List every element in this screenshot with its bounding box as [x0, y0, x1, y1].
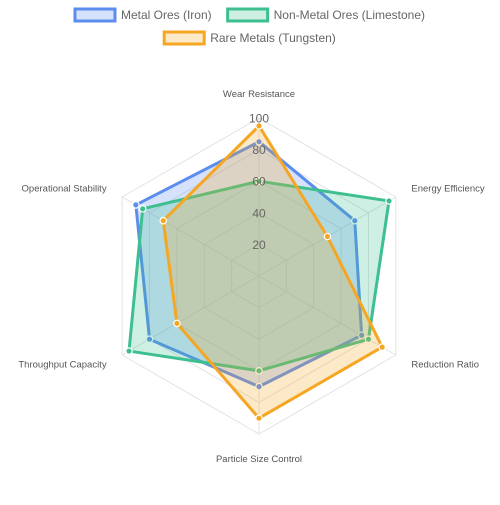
axis-label: Energy Efficiency — [411, 184, 484, 195]
data-point[interactable] — [323, 232, 332, 241]
tick-label: 80 — [252, 143, 266, 157]
legend-label: Rare Metals (Tungsten) — [210, 31, 336, 45]
legend-item[interactable]: Metal Ores (Iron) — [73, 7, 212, 23]
axis-label: Wear Resistance — [223, 89, 295, 100]
data-point[interactable] — [350, 216, 359, 225]
data-point[interactable] — [255, 366, 263, 375]
data-point[interactable] — [255, 122, 263, 130]
data-point[interactable] — [159, 216, 168, 225]
legend-item[interactable]: Non-Metal Ores (Limestone) — [226, 7, 425, 23]
data-point[interactable] — [138, 205, 147, 213]
data-point[interactable] — [255, 414, 263, 423]
data-point[interactable] — [145, 335, 154, 344]
data-point[interactable] — [173, 319, 181, 328]
tick-label: 100 — [249, 112, 269, 126]
data-point[interactable] — [255, 137, 263, 146]
legend-swatch — [73, 7, 117, 23]
data-point[interactable] — [364, 335, 373, 344]
axis-label: Reduction Ratio — [411, 360, 479, 371]
axis-label: Particle Size Control — [216, 454, 302, 465]
series-layer — [125, 122, 393, 423]
tick-label: 40 — [252, 206, 266, 220]
tick-label: 20 — [252, 238, 266, 252]
grid-spoke — [121, 275, 260, 356]
legend-item[interactable]: Rare Metals (Tungsten) — [162, 30, 336, 46]
axis-labels: Wear Resistance Energy Efficiency Reductio… — [18, 89, 485, 465]
data-point[interactable] — [132, 201, 140, 209]
axis-label: Operational Stability — [22, 184, 107, 195]
axis-label: Throughput Capacity — [18, 360, 106, 371]
legend-label: Non-Metal Ores (Limestone) — [274, 8, 425, 22]
radar-grid — [121, 117, 397, 435]
data-point[interactable] — [378, 343, 386, 351]
grid-spoke — [258, 275, 397, 356]
series-2 — [159, 122, 386, 423]
tick-label: 60 — [252, 175, 266, 189]
data-point[interactable] — [125, 347, 133, 355]
legend-swatch — [226, 7, 270, 23]
legend-swatch — [162, 30, 206, 46]
legend-label: Metal Ores (Iron) — [121, 8, 212, 22]
data-point[interactable] — [255, 177, 263, 186]
tick-labels: 20 40 60 80 100 — [249, 112, 269, 252]
legend: Metal Ores (Iron) Non-Metal Ores (Limesto… — [73, 7, 425, 46]
data-point[interactable] — [357, 331, 366, 340]
data-point[interactable] — [385, 197, 393, 205]
data-point[interactable] — [255, 382, 263, 391]
